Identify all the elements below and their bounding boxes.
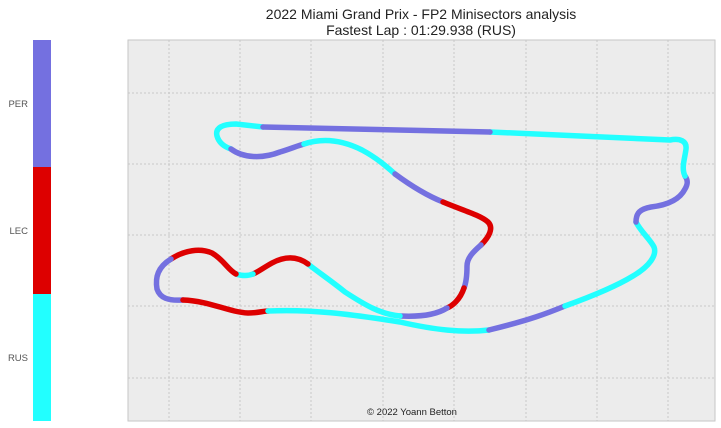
track-segment-rus bbox=[301, 137, 398, 177]
plot-area bbox=[127, 39, 716, 422]
driver-colorbar: PER LEC RUS bbox=[8, 40, 51, 421]
track-map bbox=[153, 121, 690, 334]
track-segment-per bbox=[228, 141, 307, 160]
track-segment-per bbox=[260, 124, 493, 135]
track-segment-per bbox=[153, 256, 186, 303]
track-segment-rus bbox=[213, 121, 266, 152]
colorbar-label-lec: LEC bbox=[10, 226, 29, 237]
track-segment-per bbox=[397, 305, 450, 319]
track-segment-rus bbox=[305, 261, 403, 319]
track-segment-rus bbox=[487, 129, 689, 179]
track-segment-rus bbox=[562, 219, 658, 309]
track-segment-per bbox=[486, 303, 568, 333]
chart-subtitle: Fastest Lap : 01:29.938 (RUS) bbox=[326, 22, 516, 38]
copyright-text: © 2022 Yoann Betton bbox=[367, 407, 457, 418]
grid-lines bbox=[128, 40, 715, 421]
track-segment-lec bbox=[180, 297, 271, 316]
track-segment-per bbox=[633, 173, 690, 225]
colorbar-rus bbox=[33, 294, 51, 421]
track-segment-per bbox=[461, 242, 484, 291]
track-segment-lec bbox=[168, 247, 239, 277]
track-segment-lec bbox=[440, 199, 494, 248]
colorbar-label-rus: RUS bbox=[8, 353, 28, 364]
colorbar-per bbox=[33, 40, 51, 167]
track-segment-per bbox=[392, 171, 446, 205]
chart-title: 2022 Miami Grand Prix - FP2 Minisectors … bbox=[266, 6, 576, 22]
colorbar-lec bbox=[33, 167, 51, 294]
track-segment-rus bbox=[265, 307, 492, 334]
colorbar-label-per: PER bbox=[8, 99, 28, 110]
track-segment-lec bbox=[250, 255, 311, 277]
